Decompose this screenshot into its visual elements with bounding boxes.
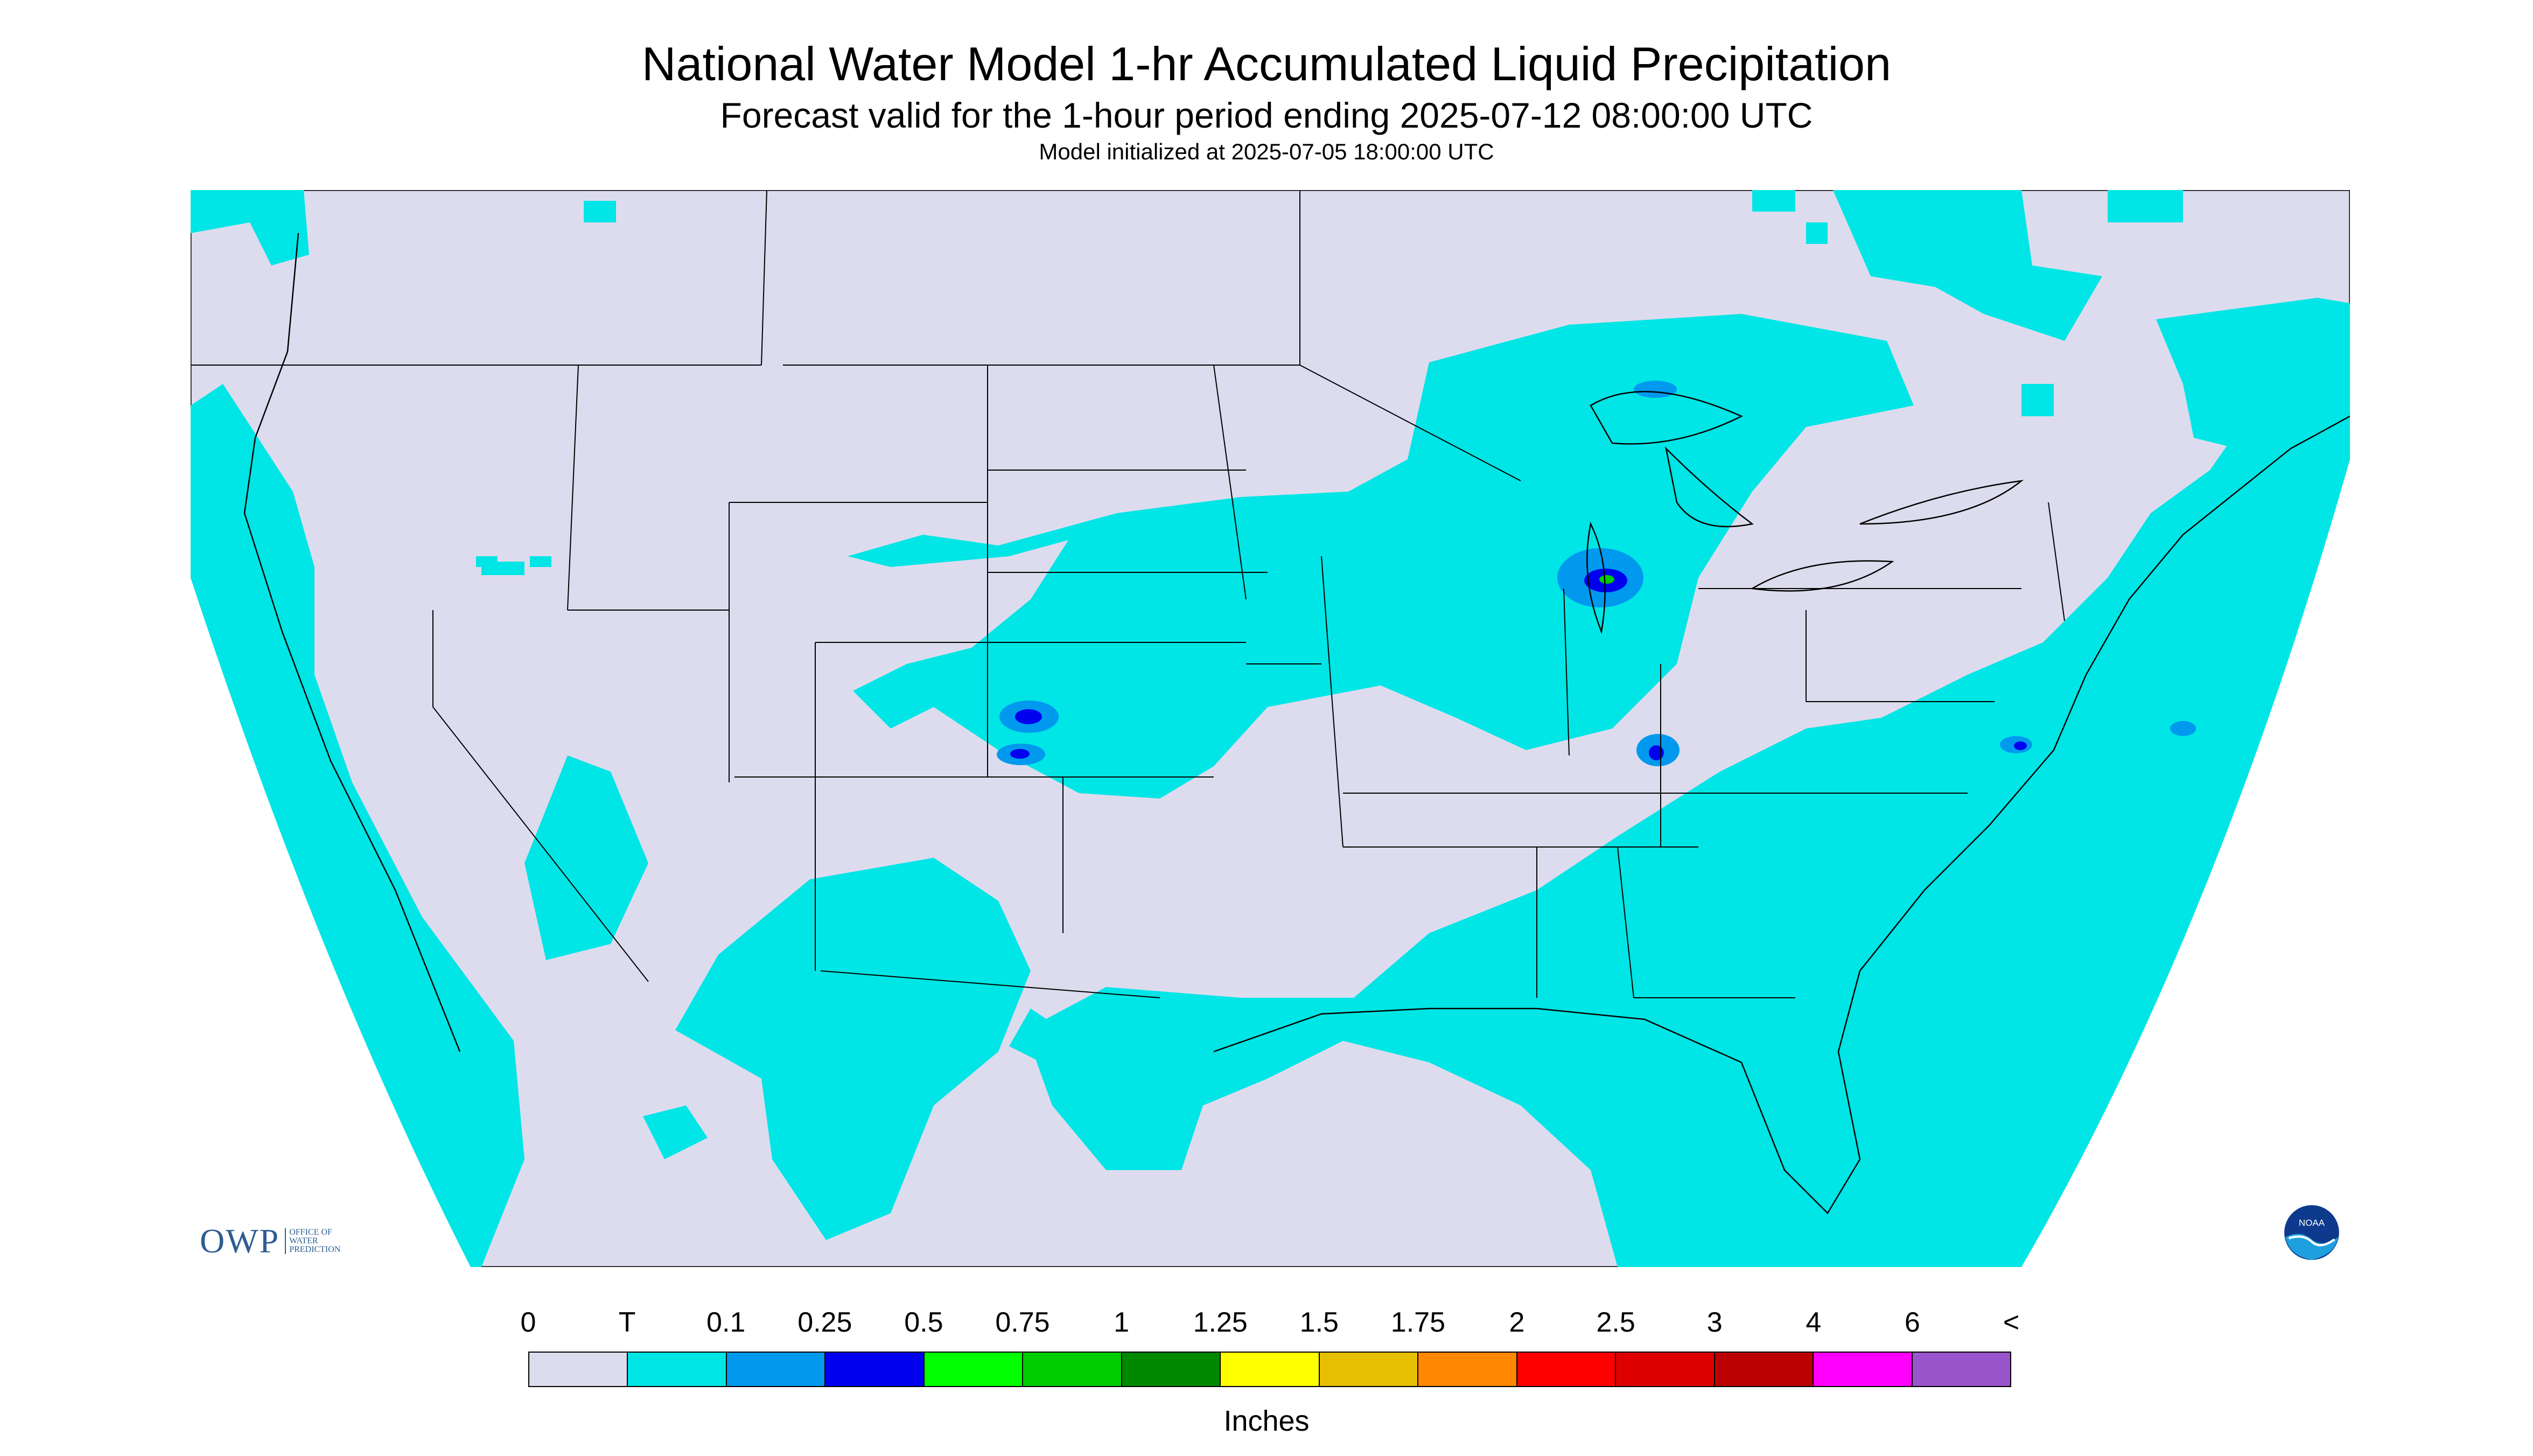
legend-swatch-12 [1715,1353,1814,1386]
legend-colorbar [528,1352,2011,1387]
legend-swatch-11 [1616,1353,1715,1386]
model-init-text: Model initialized at 2025-07-05 18:00:00… [1039,139,1494,164]
legend-label-15: < [2003,1307,2020,1338]
legend-label-5: 0.75 [995,1307,1050,1338]
legend-swatch-4 [924,1353,1024,1386]
legend-swatch-7 [1221,1353,1320,1386]
owp-logo: OWP OFFICE OF WATER PREDICTION [200,1221,340,1261]
map-subtitle: Forecast valid for the 1-hour period end… [720,95,1813,135]
boundary-lines [191,190,2065,998]
coastlines [243,233,2350,1215]
legend-label-9: 1.75 [1390,1307,1445,1338]
legend-swatch-5 [1023,1353,1122,1386]
legend-labels: 0 T 0.1 0.25 0.5 0.75 1 1.25 1.5 1.75 2 2.5 3 4 6 < [0,1306,2533,1344]
legend-label-13: 4 [1806,1307,1822,1338]
noaa-logo-icon: NOAA [2284,1205,2339,1260]
outside-projection-left [191,578,471,1267]
legend-swatch-9 [1418,1353,1517,1386]
owp-logo-mark: OWP [200,1222,280,1260]
legend-label-4: 0.5 [904,1307,943,1338]
legend-label-6: 1 [1114,1307,1130,1338]
legend-swatch-10 [1517,1353,1617,1386]
legend-swatch-0 [529,1353,628,1386]
legend-label-14: 6 [1904,1307,1920,1338]
owp-line-1: OFFICE OF [289,1228,332,1237]
map-title: National Water Model 1-hr Accumulated Li… [641,37,1892,90]
precipitation-map [191,190,2350,1267]
legend-swatch-13 [1814,1353,1913,1386]
legend-label-12: 3 [1706,1307,1723,1338]
owp-line-3: PREDICTION [289,1245,341,1254]
legend-swatch-3 [825,1353,925,1386]
legend-label-0: 0 [520,1307,536,1338]
legend-swatch-1 [628,1353,727,1386]
legend-label-2: 0.1 [706,1307,746,1338]
precip-peak-cell [1599,575,1614,584]
legend-label-1: T [618,1307,636,1338]
legend-label-10: 2 [1509,1307,1525,1338]
legend-units: Inches [1223,1405,1310,1437]
owp-line-2: WATER [289,1236,318,1245]
legend-label-8: 1.5 [1299,1307,1339,1338]
legend-swatch-14 [1912,1353,2011,1386]
outside-projection-right [2021,459,2350,1267]
legend-label-11: 2.5 [1596,1307,1635,1338]
legend-swatch-6 [1122,1353,1221,1386]
precip-light-cells [476,190,2183,575]
legend-swatch-8 [1319,1353,1419,1386]
noaa-logo-text: NOAA [2299,1217,2325,1228]
legend-label-3: 0.25 [797,1307,852,1338]
legend-label-7: 1.25 [1193,1307,1248,1338]
owp-logo-subtitle: OFFICE OF WATER PREDICTION [285,1228,340,1254]
legend-swatch-2 [726,1353,826,1386]
